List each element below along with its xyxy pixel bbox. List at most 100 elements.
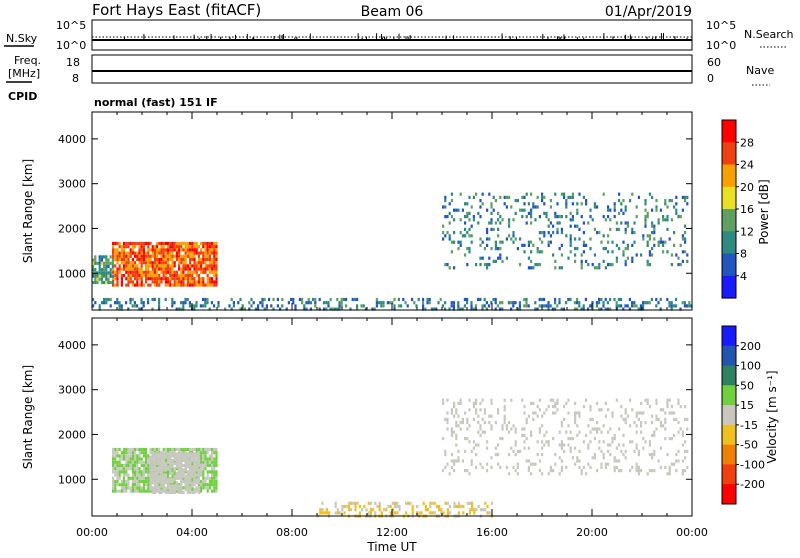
heatmap-cell <box>125 486 128 490</box>
heatmap-cell <box>569 224 572 228</box>
heatmap-cell <box>197 273 200 278</box>
heatmap-cell <box>464 253 467 257</box>
heatmap-cell <box>180 455 183 459</box>
heatmap-cell <box>125 251 128 255</box>
heatmap-cell <box>607 250 610 254</box>
heatmap-cell <box>664 417 667 421</box>
heatmap-cell <box>558 297 561 302</box>
heatmap-cell <box>175 245 178 249</box>
heatmap-cell <box>580 307 583 311</box>
heatmap-cell <box>195 489 198 493</box>
heatmap-cell <box>279 307 282 311</box>
heatmap-cell <box>354 501 357 505</box>
heatmap-cell <box>547 243 550 247</box>
heatmap-cell <box>298 297 301 302</box>
heatmap-cell <box>589 405 592 409</box>
heatmap-cell <box>195 273 198 278</box>
heatmap-cell <box>606 301 609 305</box>
heatmap-cell <box>596 266 599 270</box>
heatmap-cell <box>532 411 535 415</box>
heatmap-cell <box>367 511 370 515</box>
heatmap-cell <box>609 443 612 447</box>
heatmap-cell <box>100 280 103 285</box>
heatmap-cell <box>134 463 137 468</box>
x-tick-label: 20:00 <box>576 526 608 539</box>
heatmap-cell <box>147 483 150 487</box>
heatmap-cell <box>160 455 163 459</box>
heatmap-cell <box>138 277 141 281</box>
heatmap-cell <box>171 490 174 494</box>
y-tick-label: 2000 <box>58 222 86 235</box>
heatmap-cell <box>158 261 161 265</box>
heatmap-cell <box>114 264 117 268</box>
heatmap-cell <box>532 243 535 247</box>
heatmap-cell <box>175 471 179 475</box>
heatmap-cell <box>125 261 128 265</box>
heatmap-cell <box>202 483 205 487</box>
heatmap-cell <box>530 472 533 476</box>
heatmap-cell <box>153 277 156 281</box>
heatmap-cell <box>120 307 123 311</box>
heatmap-cell <box>659 208 662 212</box>
heatmap-cell <box>158 277 161 281</box>
heatmap-cell <box>151 481 154 485</box>
heatmap-cell <box>356 307 359 311</box>
heatmap-cell <box>134 483 137 487</box>
heatmap-cell <box>620 469 623 473</box>
heatmap-cell <box>200 264 203 268</box>
heatmap-cell <box>468 195 471 199</box>
heatmap-cell <box>213 280 216 284</box>
colorbar-frame <box>721 325 737 505</box>
heatmap-cell <box>134 457 137 461</box>
heatmap-cell <box>215 476 218 480</box>
heatmap-cell <box>169 458 172 462</box>
heatmap-cell <box>450 433 453 437</box>
heatmap-cell <box>129 273 132 278</box>
heatmap-cell <box>488 192 491 196</box>
heatmap-cell <box>655 297 658 302</box>
heatmap-cell <box>613 433 616 437</box>
heatmap-cell <box>631 440 634 444</box>
heatmap-cell <box>576 301 579 305</box>
heatmap-cell <box>175 474 179 478</box>
heatmap-cell <box>175 455 179 459</box>
heatmap-cell <box>444 417 447 421</box>
heatmap-cell <box>116 467 119 471</box>
heatmap-cell <box>659 307 662 311</box>
heatmap-cell <box>618 427 621 431</box>
x-tick-label: 00:00 <box>76 526 108 539</box>
heatmap-cell <box>140 297 143 302</box>
heatmap-cell <box>92 280 95 285</box>
heatmap-cell <box>675 297 678 302</box>
heatmap-cell <box>107 297 110 302</box>
heatmap-cell <box>182 270 185 274</box>
heatmap-cell <box>622 253 625 257</box>
heatmap-cell <box>184 245 187 249</box>
heatmap-cell <box>182 273 185 278</box>
heatmap-cell <box>631 231 634 235</box>
heatmap-cell <box>131 245 134 249</box>
heatmap-cell <box>215 283 218 287</box>
heatmap-cell <box>193 277 196 281</box>
heatmap-cell <box>215 248 218 252</box>
heatmap-cell <box>202 457 205 461</box>
heatmap-cell <box>169 251 172 255</box>
heatmap-cell <box>497 211 500 215</box>
heatmap-cell <box>448 472 451 476</box>
heatmap-cell <box>591 263 594 267</box>
heatmap-cell <box>138 473 141 477</box>
heatmap-cell <box>197 280 200 284</box>
heatmap-cell <box>438 504 441 509</box>
heatmap-cell <box>169 245 172 249</box>
heatmap-cell <box>492 195 495 199</box>
heatmap-cell <box>475 192 478 196</box>
heatmap-cell <box>470 462 473 466</box>
heatmap-cell <box>178 254 181 258</box>
heatmap-cell <box>127 451 130 455</box>
heatmap-cell <box>450 430 453 434</box>
heatmap-cell <box>633 449 636 453</box>
heatmap-cell <box>204 301 207 305</box>
heatmap-cell <box>582 307 585 311</box>
heatmap-cell <box>668 469 671 473</box>
heatmap-cell <box>383 508 386 512</box>
